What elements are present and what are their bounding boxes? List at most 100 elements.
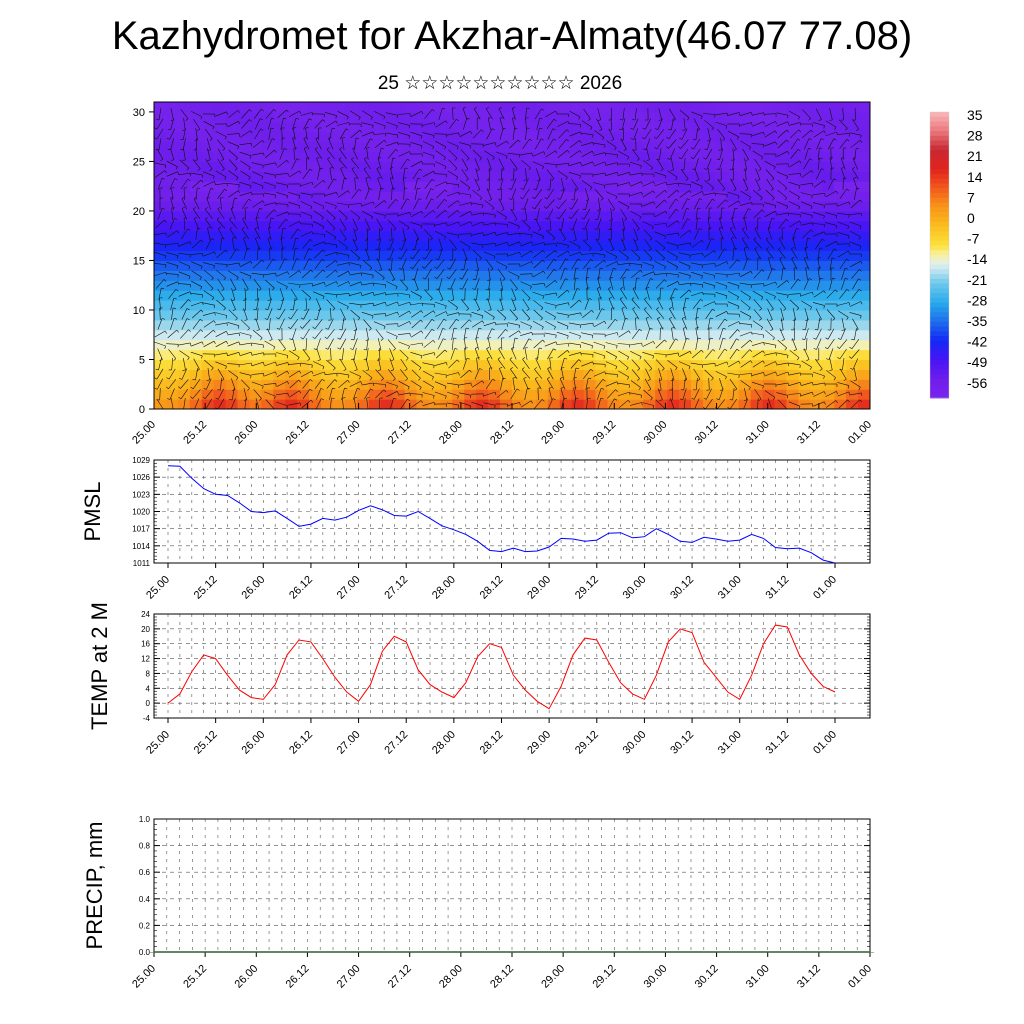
heatmap-cell <box>512 240 525 252</box>
wind-barb <box>190 253 203 255</box>
wind-barb <box>276 362 288 366</box>
heatmap-cell <box>154 220 167 232</box>
wind-barb <box>715 291 727 297</box>
wind-barb-flag <box>340 167 344 169</box>
wind-barb <box>764 361 776 367</box>
wind-barb <box>166 252 179 256</box>
wind-barb-flag <box>771 218 775 220</box>
heatmap-cell <box>285 250 298 262</box>
wind-barb-flag <box>469 405 471 409</box>
heatmap-cell <box>440 220 453 232</box>
wind-barb <box>740 380 751 388</box>
wind-barb <box>715 273 728 275</box>
heatmap-cell <box>607 141 620 153</box>
heatmap-cell <box>667 141 680 153</box>
wind-barb <box>569 140 580 148</box>
wind-barb <box>776 121 788 127</box>
wind-barb <box>507 232 520 236</box>
heatmap-cell <box>822 181 835 192</box>
heatmap-cell <box>583 181 597 192</box>
heatmap-cell <box>237 220 251 232</box>
wind-barb-flag <box>642 137 645 140</box>
wind-barb-flag <box>154 377 158 380</box>
heatmap-cell <box>583 399 597 409</box>
wind-barb-flag <box>379 228 383 231</box>
wind-barb <box>401 258 407 270</box>
heatmap-cell <box>822 210 835 222</box>
heatmap-cell <box>154 339 167 351</box>
heatmap-cell <box>667 399 680 409</box>
wind-barb <box>568 172 581 176</box>
heatmap-cell <box>846 309 859 321</box>
wind-barb-flag <box>553 138 557 141</box>
wind-barb <box>499 178 504 190</box>
heatmap-cell <box>523 121 537 133</box>
heatmap-cell <box>810 309 823 321</box>
heatmap-cell <box>321 270 334 281</box>
wind-barb-flag <box>377 369 381 371</box>
wind-barb <box>691 191 703 197</box>
wind-barb <box>215 182 227 186</box>
heatmap-cell <box>177 161 191 172</box>
wind-barb <box>251 273 264 275</box>
wind-barb-flag <box>690 156 694 160</box>
heatmap-cell <box>213 270 227 281</box>
wind-barb-flag <box>200 309 204 313</box>
wind-barb <box>230 208 236 220</box>
wind-barb <box>666 182 679 186</box>
wind-barb <box>658 378 662 390</box>
wind-barb-flag <box>465 178 469 181</box>
heatmap-cell <box>464 230 477 242</box>
wind-barb <box>706 158 712 170</box>
heatmap-cell <box>559 349 573 361</box>
heatmap-cell <box>786 171 799 182</box>
heatmap-cell <box>273 270 286 281</box>
heatmap-cell <box>786 319 799 331</box>
heatmap-cell <box>822 369 835 380</box>
heatmap-cell <box>452 240 465 252</box>
wind-barb-flag <box>182 159 186 161</box>
wind-barb <box>463 337 467 351</box>
heatmap-cell <box>213 319 227 331</box>
wind-barb <box>389 238 395 250</box>
wind-barb <box>617 262 630 266</box>
heatmap-cell <box>177 280 191 291</box>
heatmap-cell <box>834 121 847 133</box>
heatmap-cell <box>631 309 644 321</box>
heatmap-cell <box>595 250 609 262</box>
wind-barb-flag <box>616 332 619 336</box>
heatmap-cell <box>249 339 262 351</box>
wind-barb <box>764 121 776 127</box>
heatmap-cell <box>810 389 823 400</box>
wind-barb <box>459 130 471 138</box>
wind-barb <box>532 270 544 278</box>
wind-barb <box>240 160 251 168</box>
wind-barb-flag <box>380 338 384 341</box>
wind-barb <box>596 218 602 230</box>
heatmap-cell <box>774 349 788 361</box>
heatmap-cell <box>774 201 788 212</box>
wind-barb-flag <box>419 296 422 300</box>
heatmap-cell <box>500 141 513 153</box>
wind-barb <box>754 228 762 240</box>
wind-barb-flag <box>624 218 627 221</box>
wind-barb <box>643 359 653 369</box>
wind-barb <box>276 211 288 217</box>
heatmap-cell <box>356 220 370 232</box>
wind-barb <box>276 381 288 387</box>
heatmap-cell <box>237 191 251 202</box>
wind-barb-flag <box>470 221 472 225</box>
heatmap-cell <box>762 240 776 252</box>
wind-barb <box>265 149 275 159</box>
heatmap-cell <box>380 171 394 182</box>
heatmap-cell <box>380 260 394 271</box>
wind-barb-flag <box>348 271 350 275</box>
heatmap-cell <box>714 230 728 242</box>
wind-barb <box>739 282 752 286</box>
wind-barb <box>361 272 374 276</box>
wind-barb-flag <box>218 227 222 229</box>
heatmap-cell <box>416 111 430 123</box>
wind-barb <box>425 198 432 210</box>
heatmap-cell <box>213 171 227 182</box>
wind-barb-flag <box>547 367 551 369</box>
